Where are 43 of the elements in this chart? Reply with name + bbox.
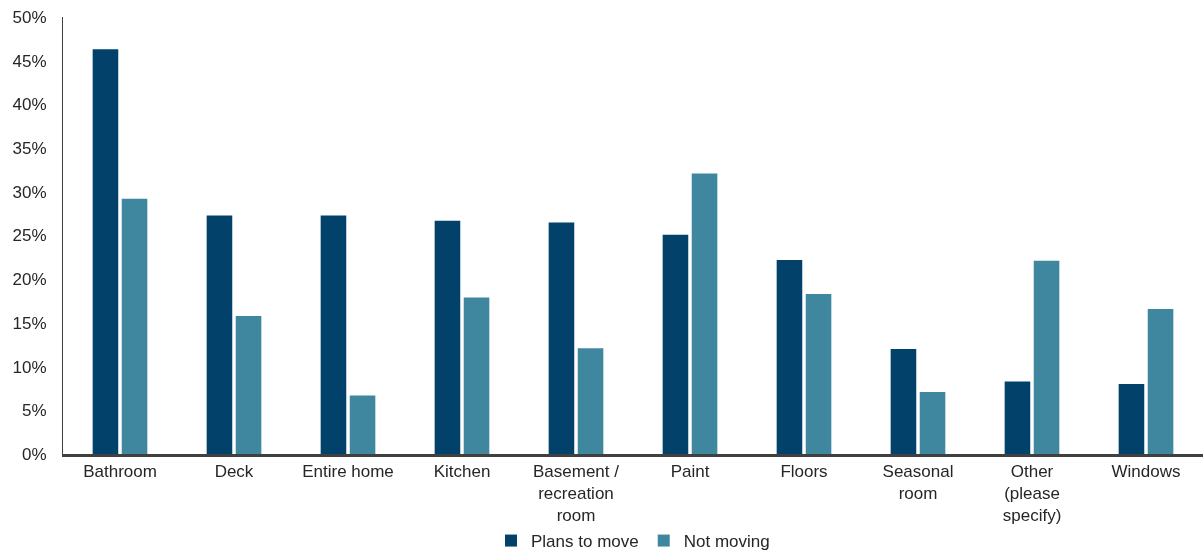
y-tick-label: 30% [12, 182, 47, 202]
bar [320, 215, 347, 454]
y-tick-label: 20% [12, 270, 47, 290]
y-tick-label: 5% [22, 401, 47, 421]
bar [92, 49, 119, 454]
bar [890, 349, 917, 454]
y-tick-label: 10% [12, 357, 47, 377]
bar [434, 220, 461, 454]
x-tick-label: Windows [1111, 462, 1181, 482]
y-tick-label: 45% [12, 51, 47, 71]
bar [776, 259, 803, 454]
bar [805, 294, 832, 454]
x-tick-label: Floors [780, 462, 828, 482]
bar [1118, 384, 1145, 454]
y-tick-label: 0% [22, 444, 47, 464]
bar [1004, 381, 1031, 454]
bar [121, 198, 148, 454]
x-tick-label: Basement / recreation room [533, 462, 620, 526]
bar [1033, 260, 1060, 454]
x-tick-label: Kitchen [433, 462, 491, 482]
bar [691, 173, 718, 454]
y-tick-label: 35% [12, 139, 47, 159]
legend-label: Not moving [683, 532, 770, 552]
bar [919, 391, 946, 454]
x-tick-label: Other (please specify) [1002, 462, 1062, 526]
bar [463, 297, 490, 454]
bar [349, 395, 376, 454]
bar [548, 222, 575, 454]
bar [206, 215, 233, 454]
y-tick-label: 40% [12, 95, 47, 115]
y-tick-label: 25% [12, 226, 47, 246]
x-tick-label: Deck [214, 462, 254, 482]
x-tick-label: Bathroom [83, 462, 157, 482]
x-tick-label: Entire home [302, 462, 394, 482]
bar [235, 315, 262, 454]
x-tick-label: Paint [670, 462, 710, 482]
y-tick-label: 50% [12, 7, 47, 27]
bar [662, 234, 689, 454]
x-tick-label: Seasonal room [882, 462, 954, 504]
y-tick-label: 15% [12, 313, 47, 333]
bar [1147, 308, 1174, 454]
bar [577, 348, 604, 454]
legend-label: Plans to move [531, 532, 639, 552]
